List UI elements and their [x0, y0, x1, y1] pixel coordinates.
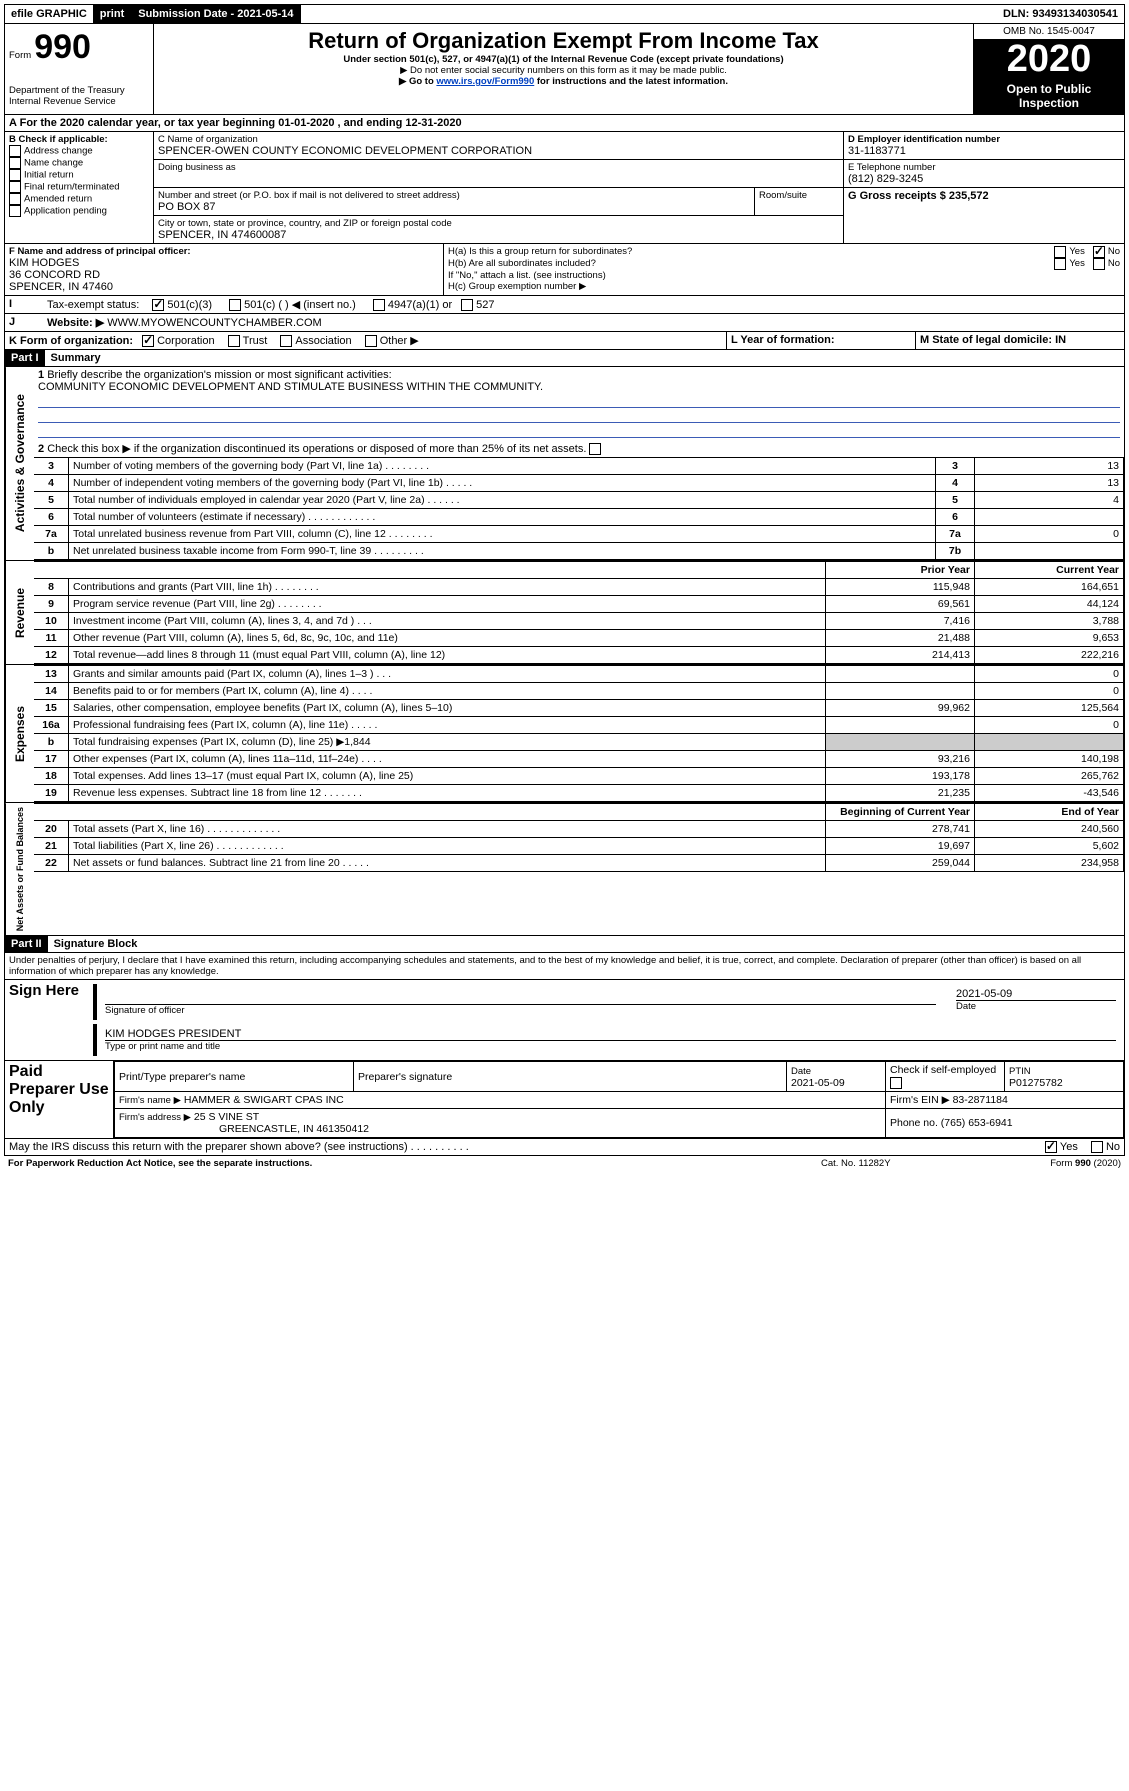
table-row: 3 Number of voting members of the govern…: [34, 458, 1124, 475]
part1-header: Part I Summary: [4, 350, 1125, 367]
addr-label: Number and street (or P.O. box if mail i…: [158, 190, 750, 201]
dln: DLN: 93493134030541: [997, 6, 1124, 22]
table-row: 20Total assets (Part X, line 16) . . . .…: [34, 821, 1124, 838]
table-row: 6 Total number of volunteers (estimate i…: [34, 509, 1124, 526]
website-block: J Website: ▶ WWW.MYOWENCOUNTYCHAMBER.COM: [4, 314, 1125, 332]
table-row: 16aProfessional fundraising fees (Part I…: [34, 717, 1124, 734]
c-name-label: C Name of organization: [158, 134, 839, 145]
expenses-section: Expenses 13Grants and similar amounts pa…: [4, 665, 1125, 803]
efile-label: efile GRAPHIC: [5, 6, 93, 22]
table-row: bTotal fundraising expenses (Part IX, co…: [34, 734, 1124, 751]
footer-discuss: May the IRS discuss this return with the…: [4, 1139, 1125, 1156]
table-row: 11Other revenue (Part VIII, column (A), …: [34, 630, 1124, 647]
table-row: 8Contributions and grants (Part VIII, li…: [34, 579, 1124, 596]
city-label: City or town, state or province, country…: [158, 218, 839, 229]
table-row: 10Investment income (Part VIII, column (…: [34, 613, 1124, 630]
form-number: 990: [34, 28, 91, 66]
addr: PO BOX 87: [158, 201, 750, 213]
tax-year: 2020: [974, 40, 1124, 78]
table-row: 5 Total number of individuals employed i…: [34, 492, 1124, 509]
ag-table: 3 Number of voting members of the govern…: [34, 457, 1124, 560]
table-row: 7a Total unrelated business revenue from…: [34, 526, 1124, 543]
part2-header: Part II Signature Block: [4, 936, 1125, 953]
table-row: 14Benefits paid to or for members (Part …: [34, 683, 1124, 700]
box-b-label: B Check if applicable:: [9, 134, 149, 145]
phone: (812) 829-3245: [848, 173, 1120, 185]
table-row: 13Grants and similar amounts paid (Part …: [34, 666, 1124, 683]
table-row: b Net unrelated business taxable income …: [34, 543, 1124, 560]
exp-table: 13Grants and similar amounts paid (Part …: [34, 665, 1124, 802]
irs-link[interactable]: www.irs.gov/Form990: [436, 76, 534, 87]
website: WWW.MYOWENCOUNTYCHAMBER.COM: [107, 317, 321, 329]
form-title: Return of Organization Exempt From Incom…: [162, 28, 965, 54]
ein: 31-1183771: [848, 145, 1120, 157]
dept-label: Department of the Treasury Internal Reve…: [9, 85, 149, 107]
netassets-section: Net Assets or Fund Balances Beginning of…: [4, 803, 1125, 936]
table-row: 9Program service revenue (Part VIII, lin…: [34, 596, 1124, 613]
perjury-declaration: Under penalties of perjury, I declare th…: [4, 953, 1125, 980]
ein-label: D Employer identification number: [848, 134, 1120, 145]
klm-block: K Form of organization: Corporation Trus…: [4, 332, 1125, 350]
submission-date: Submission Date - 2021-05-14: [131, 5, 300, 23]
revenue-section: Revenue Prior Year Current Year 8Contrib…: [4, 561, 1125, 665]
vlabel-ag: Activities & Governance: [5, 367, 34, 560]
period-line: A For the 2020 calendar year, or tax yea…: [4, 115, 1125, 132]
table-row: 15Salaries, other compensation, employee…: [34, 700, 1124, 717]
table-row: 19Revenue less expenses. Subtract line 1…: [34, 785, 1124, 802]
table-row: 22Net assets or fund balances. Subtract …: [34, 855, 1124, 872]
city: SPENCER, IN 474600087: [158, 229, 839, 241]
na-table: Beginning of Current Year End of Year 20…: [34, 803, 1124, 872]
sign-here-block: Sign Here Signature of officer 2021-05-0…: [4, 980, 1125, 1061]
gross-receipts: G Gross receipts $ 235,572: [848, 190, 989, 202]
activities-governance-section: Activities & Governance 1 Briefly descri…: [4, 367, 1125, 561]
print-button[interactable]: print: [93, 5, 131, 23]
entity-info-block: B Check if applicable: Address change Na…: [4, 132, 1125, 244]
paid-preparer-block: Paid Preparer Use Only Print/Type prepar…: [4, 1061, 1125, 1138]
vlabel-exp: Expenses: [5, 665, 34, 802]
table-row: 17Other expenses (Part IX, column (A), l…: [34, 751, 1124, 768]
tax-exempt-block: I Tax-exempt status: 501(c)(3) 501(c) ( …: [4, 296, 1125, 314]
rev-table: Prior Year Current Year 8Contributions a…: [34, 561, 1124, 664]
form-prefix: Form: [9, 50, 31, 61]
vlabel-na: Net Assets or Fund Balances: [5, 803, 34, 935]
header-sub2: ▶ Do not enter social security numbers o…: [162, 65, 965, 76]
footer-line: For Paperwork Reduction Act Notice, see …: [4, 1156, 1125, 1171]
mission: COMMUNITY ECONOMIC DEVELOPMENT AND STIMU…: [38, 381, 543, 393]
table-row: 18Total expenses. Add lines 13–17 (must …: [34, 768, 1124, 785]
form-header: Form 990 Department of the Treasury Inte…: [4, 24, 1125, 115]
header-sub1: Under section 501(c), 527, or 4947(a)(1)…: [162, 54, 965, 65]
table-row: 12Total revenue—add lines 8 through 11 (…: [34, 647, 1124, 664]
officer-group-block: F Name and address of principal officer:…: [4, 244, 1125, 296]
table-row: 21Total liabilities (Part X, line 26) . …: [34, 838, 1124, 855]
table-row: 4 Number of independent voting members o…: [34, 475, 1124, 492]
phone-label: E Telephone number: [848, 162, 1120, 173]
org-name: SPENCER-OWEN COUNTY ECONOMIC DEVELOPMENT…: [158, 145, 839, 157]
open-public: Open to Public Inspection: [974, 78, 1124, 114]
dba-label: Doing business as: [158, 162, 839, 173]
vlabel-rev: Revenue: [5, 561, 34, 664]
top-bar: efile GRAPHIC print Submission Date - 20…: [4, 4, 1125, 24]
